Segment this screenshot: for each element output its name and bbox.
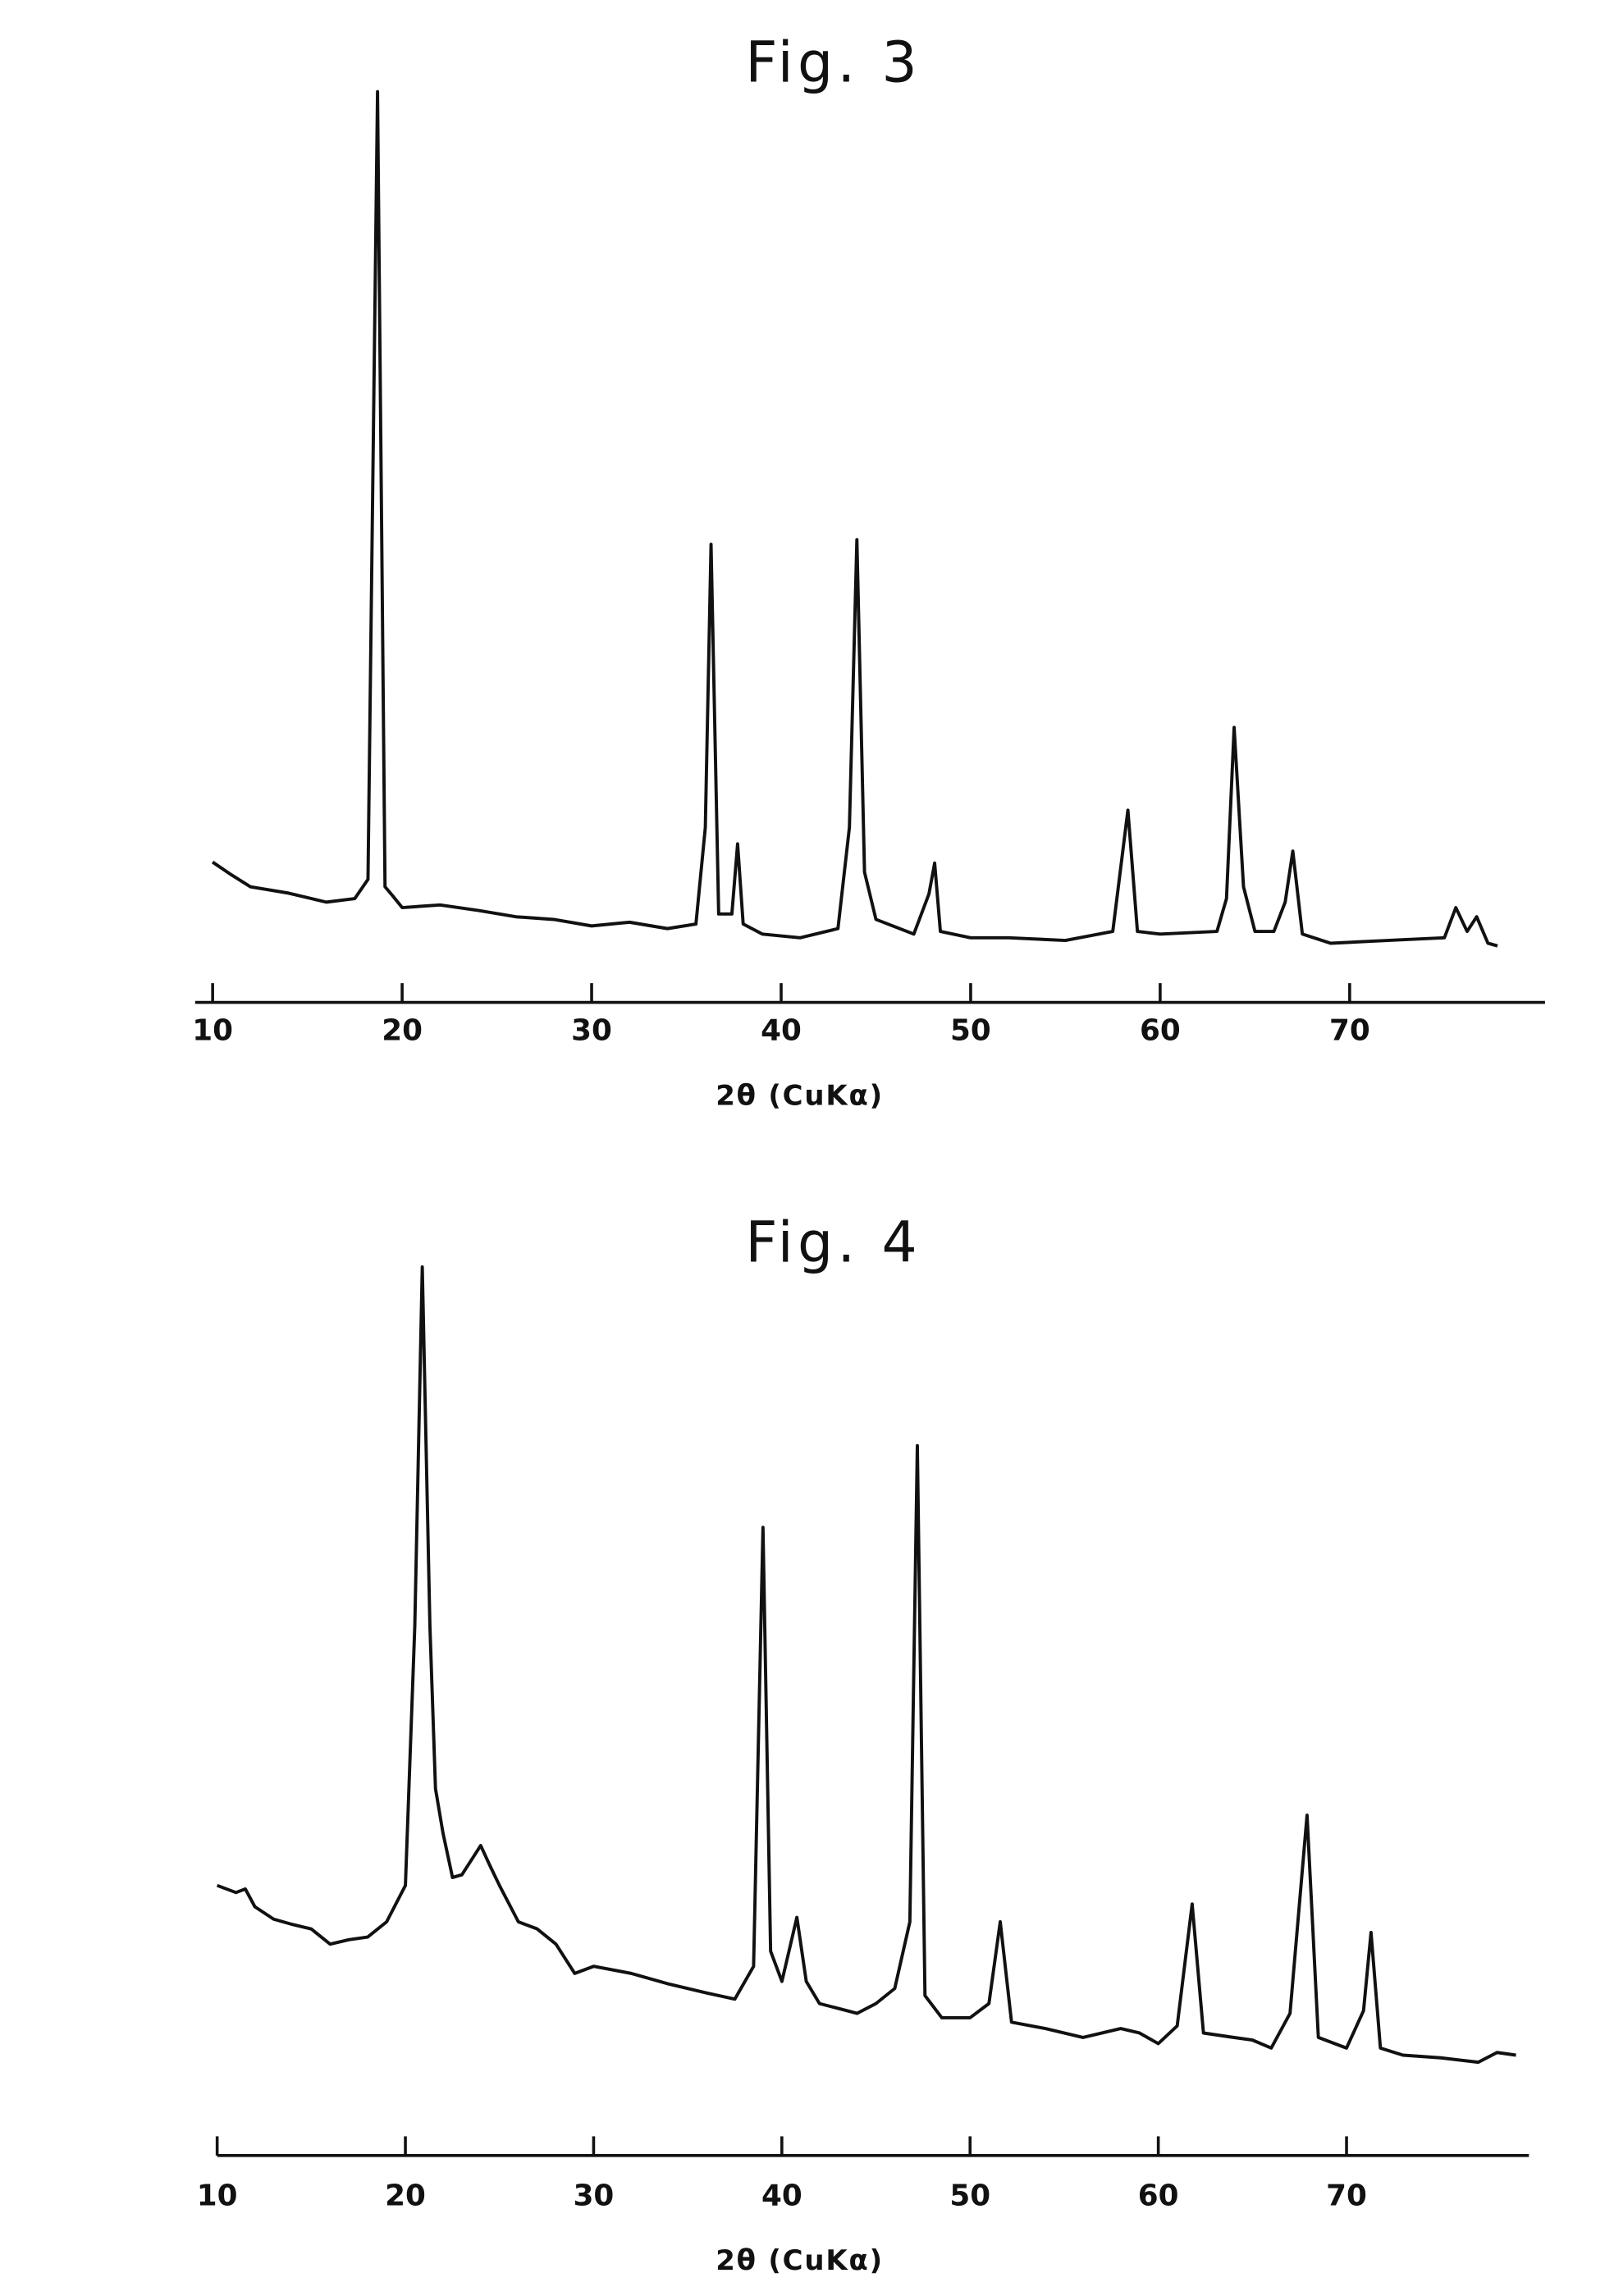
x-tick-label: 20	[385, 2179, 426, 2212]
x-tick-label: 10	[192, 1013, 233, 1047]
x-tick-label: 60	[1140, 1013, 1181, 1047]
x-tick-label: 20	[382, 1013, 423, 1047]
x-tick-label: 40	[761, 2179, 802, 2212]
chart-title: Fig. 3	[745, 30, 921, 95]
diffraction-line	[212, 89, 1498, 948]
x-tick-label: 30	[574, 2179, 615, 2212]
x-axis-label: 2θ (CuKα)	[716, 1079, 884, 1112]
x-tick-label: 50	[949, 2179, 990, 2212]
x-tick-label: 60	[1138, 2179, 1179, 2212]
x-tick-label: 30	[571, 1013, 612, 1047]
x-axis-label: 2θ (CuKα)	[716, 2244, 884, 2277]
x-tick-label: 10	[197, 2179, 238, 2212]
x-tick-label: 70	[1329, 1013, 1370, 1047]
x-tick-label: 40	[761, 1013, 802, 1047]
x-tick-label: 70	[1326, 2179, 1367, 2212]
diffraction-line	[216, 1265, 1516, 2065]
x-tick-label: 50	[950, 1013, 991, 1047]
chart-title: Fig. 4	[745, 1210, 921, 1275]
